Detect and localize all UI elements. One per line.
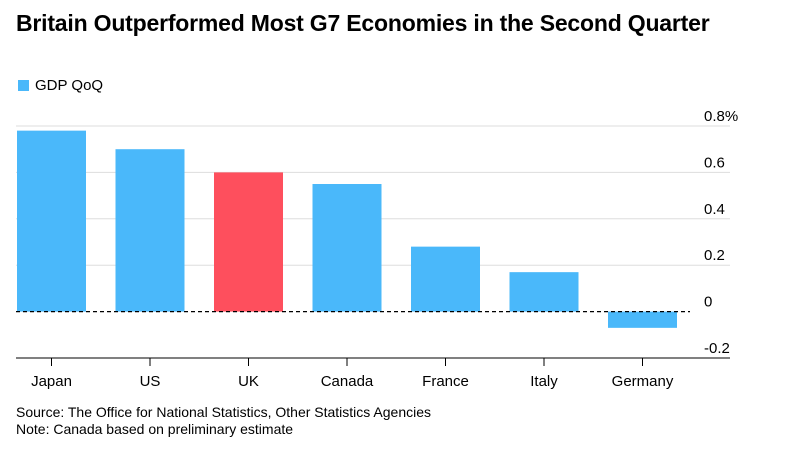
legend-label: GDP QoQ: [35, 77, 104, 94]
note-line: Note: Canada based on preliminary estima…: [16, 421, 294, 437]
x-tick-label: Germany: [612, 373, 674, 390]
bar-japan: [17, 130, 86, 312]
y-tick-label: 0.8%: [704, 108, 738, 125]
bar-france: [411, 246, 480, 312]
x-tick-label: Italy: [530, 373, 558, 390]
x-tick-label: US: [140, 373, 161, 390]
source-note: Source: The Office for National Statisti…: [16, 404, 431, 438]
bar-italy: [509, 272, 579, 312]
x-tick-label: UK: [238, 373, 259, 390]
y-tick-label: 0.6: [704, 154, 725, 171]
bar-uk: [214, 172, 283, 312]
legend-swatch: [18, 80, 29, 91]
bar-canada: [312, 184, 382, 312]
y-tick-label: 0.2: [704, 247, 725, 264]
x-tick-label: Japan: [31, 373, 72, 390]
chart-title: Britain Outperformed Most G7 Economies i…: [16, 10, 710, 36]
y-tick-label: 0.4: [704, 201, 725, 218]
x-tick-label: France: [422, 373, 469, 390]
bar-us: [115, 149, 185, 312]
bar-germany: [608, 311, 677, 328]
legend: GDP QoQ: [18, 77, 103, 94]
y-tick-label: -0.2: [704, 340, 730, 357]
y-tick-label: 0: [704, 294, 712, 311]
x-tick-label: Canada: [321, 373, 374, 390]
source-line: Source: The Office for National Statisti…: [16, 404, 432, 420]
